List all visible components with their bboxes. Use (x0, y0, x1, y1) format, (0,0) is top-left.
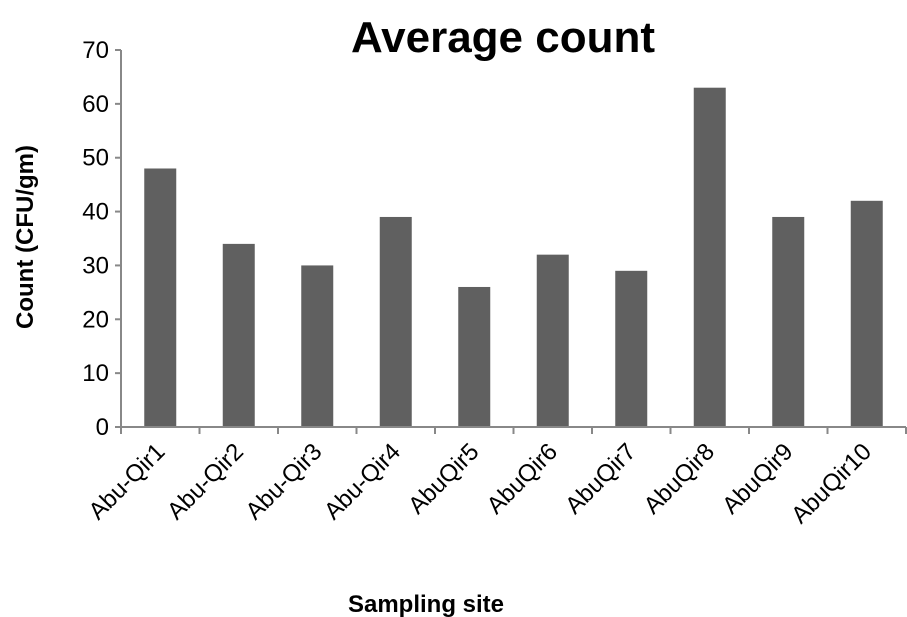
y-tick-label: 70 (82, 37, 109, 64)
x-tick-label: Abu-Qir4 (319, 438, 406, 525)
bar (615, 270, 648, 427)
x-tick-label: Abu-Qir2 (162, 438, 249, 525)
x-tick-label: AbuQir8 (639, 438, 720, 519)
plot-area: 010203040506070Abu-Qir1Abu-Qir2Abu-Qir3A… (82, 37, 907, 529)
x-tick-label: Abu-Qir1 (83, 438, 170, 525)
bar (772, 216, 805, 427)
y-tick-label: 60 (82, 91, 109, 118)
y-axis-label: Count (CFU/gm) (12, 145, 39, 329)
y-tick-label: 10 (82, 360, 109, 387)
bar (458, 286, 491, 427)
x-tick-label: AbuQir5 (403, 438, 484, 519)
bar (144, 168, 177, 427)
bar (301, 265, 334, 427)
x-tick-label: AbuQir7 (560, 438, 641, 519)
x-tick-label: AbuQir6 (482, 438, 563, 519)
bar (379, 216, 412, 427)
y-tick-label: 40 (82, 199, 109, 226)
y-tick-label: 20 (82, 306, 109, 333)
y-tick-label: 0 (96, 414, 109, 441)
y-tick-label: 30 (82, 252, 109, 279)
bar (536, 254, 569, 427)
x-tick-label: AbuQir10 (786, 438, 877, 529)
bar (222, 243, 255, 427)
chart-title: Average count (351, 13, 655, 62)
y-tick-label: 50 (82, 145, 109, 172)
bar (850, 200, 883, 427)
bar (693, 87, 726, 427)
x-axis-label: Sampling site (348, 591, 504, 617)
x-tick-label: Abu-Qir3 (240, 438, 327, 525)
x-tick-label: AbuQir9 (717, 438, 798, 519)
